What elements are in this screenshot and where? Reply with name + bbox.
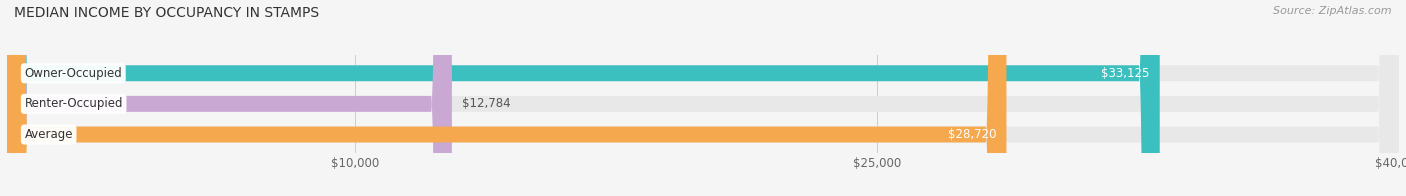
Text: Source: ZipAtlas.com: Source: ZipAtlas.com	[1274, 6, 1392, 16]
FancyBboxPatch shape	[7, 0, 1160, 196]
Text: $28,720: $28,720	[948, 128, 995, 141]
FancyBboxPatch shape	[7, 0, 1399, 196]
Text: MEDIAN INCOME BY OCCUPANCY IN STAMPS: MEDIAN INCOME BY OCCUPANCY IN STAMPS	[14, 6, 319, 20]
Text: $33,125: $33,125	[1101, 67, 1149, 80]
Text: $12,784: $12,784	[463, 97, 510, 110]
Text: Average: Average	[24, 128, 73, 141]
FancyBboxPatch shape	[7, 0, 451, 196]
Text: Owner-Occupied: Owner-Occupied	[24, 67, 122, 80]
Text: Renter-Occupied: Renter-Occupied	[24, 97, 122, 110]
FancyBboxPatch shape	[7, 0, 1399, 196]
FancyBboxPatch shape	[7, 0, 1399, 196]
FancyBboxPatch shape	[7, 0, 1007, 196]
